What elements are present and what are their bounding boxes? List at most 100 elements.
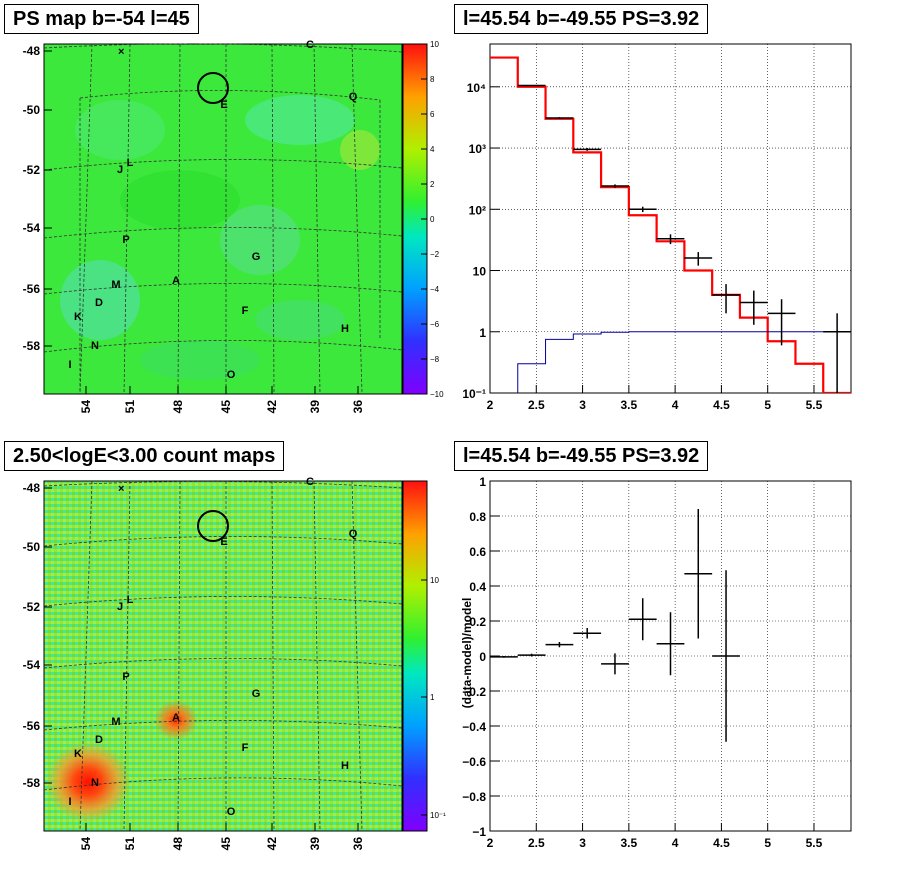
- ps-colorbar-tick-label: 8: [430, 75, 435, 84]
- source-label-o: O: [227, 369, 236, 381]
- ps-colorbar-ticks: 10 8 6 4 2 0 −2 −4 −6 −8 −10: [421, 40, 444, 399]
- source-label-q: Q: [349, 528, 358, 540]
- source-label-l: L: [127, 594, 134, 606]
- ps-map-cross-marker: ×: [118, 46, 124, 58]
- residual-x-tick-label: 5.5: [806, 836, 823, 850]
- ps-map-target-circle: [197, 72, 229, 104]
- ps-map-lon-ticks: 54 51 48 45 42 39 36: [79, 386, 365, 413]
- residual-x-tick-label: 2.5: [528, 836, 545, 850]
- residual-point: [517, 653, 546, 657]
- source-label-m: M: [111, 716, 120, 728]
- spectrum-frame: [489, 43, 852, 394]
- spectrum-x-tick-label: 2.5: [528, 398, 545, 412]
- data-point: [712, 284, 740, 314]
- spectrum-y-tick-label: 10⁴: [467, 81, 486, 95]
- source-label-d: D: [95, 734, 103, 746]
- count-map-lat-ticks: -48 -50 -52 -54 -56 -58: [23, 481, 52, 790]
- source-label-k: K: [74, 748, 82, 760]
- count-colorbar-tick-label: 1: [430, 693, 435, 702]
- count-map-source-labels: C Q E JL P G M A D F K H N I O: [68, 476, 357, 818]
- data-point: [573, 148, 602, 151]
- spectrum-x-tick-label: 4: [672, 398, 679, 412]
- residual-x-tick-label: 2: [487, 836, 494, 850]
- ps-colorbar-tick-label: 6: [430, 110, 435, 119]
- residual-y-tick-label: 0.4: [469, 580, 486, 594]
- residual-point: [573, 628, 602, 639]
- lon-tick: 48: [171, 823, 185, 850]
- source-label-c: C: [306, 476, 314, 488]
- lon-tick: 48: [171, 386, 185, 413]
- ps-colorbar-tick-label: −10: [430, 390, 444, 399]
- spectrum-x-tick-label: 3: [579, 398, 586, 412]
- lon-tick: 42: [265, 386, 279, 413]
- lon-tick-label: 54: [79, 837, 93, 851]
- residual-y-tick-label: −0.4: [462, 720, 486, 734]
- source-label-g: G: [252, 688, 261, 700]
- residual-y-axis-label: (data-model)/model: [460, 598, 474, 709]
- residual-x-tick-label: 5: [764, 836, 771, 850]
- residual-panel: 2 2.5 3 3.5 4 4.5 5 5.5 1 0.8 0.6 0.4 0.2 0 −0.2 −0.4 −…: [460, 475, 852, 850]
- count-map-cross-marker: ×: [118, 483, 124, 495]
- spectrum-y-ticks: 10⁻¹ 1 10 10² 10³ 10⁴: [462, 81, 500, 401]
- residual-x-tick-label: 3.5: [621, 836, 638, 850]
- lon-tick-label: 36: [351, 837, 365, 851]
- ps-map-title: PS map b=-54 l=45: [4, 4, 199, 34]
- spectrum-y-tick-label: 10²: [469, 203, 486, 217]
- count-map-target-circle: [197, 510, 229, 542]
- lon-tick: 42: [265, 823, 279, 850]
- source-label-p: P: [122, 234, 129, 246]
- source-label-p: P: [122, 671, 129, 683]
- spectrum-x-ticks: 2 2.5 3 3.5 4 4.5 5 5.5: [487, 385, 823, 412]
- ps-map-source-labels: C Q E JL P G M A D F K H N I O: [68, 39, 357, 381]
- residual-y-tick-label: 1: [479, 475, 486, 489]
- source-label-f: F: [242, 742, 249, 754]
- residual-x-ticks: 2 2.5 3 3.5 4 4.5 5 5.5: [487, 823, 823, 850]
- lat-tick-label: -54: [23, 658, 41, 672]
- lon-tick: 39: [308, 823, 322, 850]
- data-point: [545, 117, 574, 119]
- residual-y-tick-label: 0.8: [469, 510, 486, 524]
- residual-y-tick-label: −0.2: [462, 685, 486, 699]
- ps-colorbar-tick-label: 2: [430, 180, 435, 189]
- spectrum-y-tick-label: 10⁻¹: [462, 387, 486, 401]
- lon-tick-label: 39: [308, 837, 322, 851]
- ps-colorbar-tick-label: 10: [430, 40, 439, 49]
- residual-point: [684, 509, 713, 639]
- data-point: [628, 206, 657, 213]
- spectrum-y-tick-label: 10: [473, 265, 487, 279]
- data-point: [601, 184, 629, 188]
- count-colorbar: [402, 480, 428, 832]
- source-label-f: F: [242, 305, 249, 317]
- residual-point: [490, 656, 518, 658]
- source-label-c: C: [306, 39, 314, 51]
- source-label-o: O: [227, 806, 236, 818]
- lon-tick-label: 45: [219, 837, 233, 851]
- lat-tick-label: -48: [23, 481, 41, 495]
- source-label-l: L: [127, 157, 134, 169]
- lat-tick-label: -56: [23, 719, 41, 733]
- residual-x-tick-label: 4.5: [713, 836, 730, 850]
- count-map-title: 2.50<logE<3.00 count maps: [4, 441, 285, 471]
- count-map-lon-ticks: 54 51 48 45 42 39 36: [79, 823, 365, 850]
- spectrum-title: l=45.54 b=-49.55 PS=3.92: [454, 4, 709, 34]
- source-label-d: D: [95, 297, 103, 309]
- residual-y-tick-label: 0.2: [469, 615, 486, 629]
- source-label-a: A: [172, 712, 180, 724]
- count-colorbar-ticks: 10 1 10⁻¹: [421, 576, 446, 820]
- spectrum-x-tick-label: 4.5: [713, 398, 730, 412]
- lat-tick-label: -50: [23, 540, 41, 554]
- lon-tick-label: 48: [171, 837, 185, 851]
- lon-tick-label: 36: [351, 400, 365, 414]
- residual-title: l=45.54 b=-49.55 PS=3.92: [454, 441, 709, 471]
- lon-tick-label: 48: [171, 400, 185, 414]
- residual-y-tick-label: −0.8: [462, 790, 486, 804]
- lon-tick-label: 45: [219, 400, 233, 414]
- spectrum-y-tick-label: 1: [479, 326, 486, 340]
- residual-x-tick-label: 4: [672, 836, 679, 850]
- residual-point: [628, 598, 657, 641]
- lon-tick: 54: [79, 823, 93, 850]
- background-step-line: [517, 331, 851, 393]
- spectrum-x-tick-label: 5: [764, 398, 771, 412]
- lon-tick: 36: [351, 823, 365, 850]
- data-point: [823, 313, 851, 393]
